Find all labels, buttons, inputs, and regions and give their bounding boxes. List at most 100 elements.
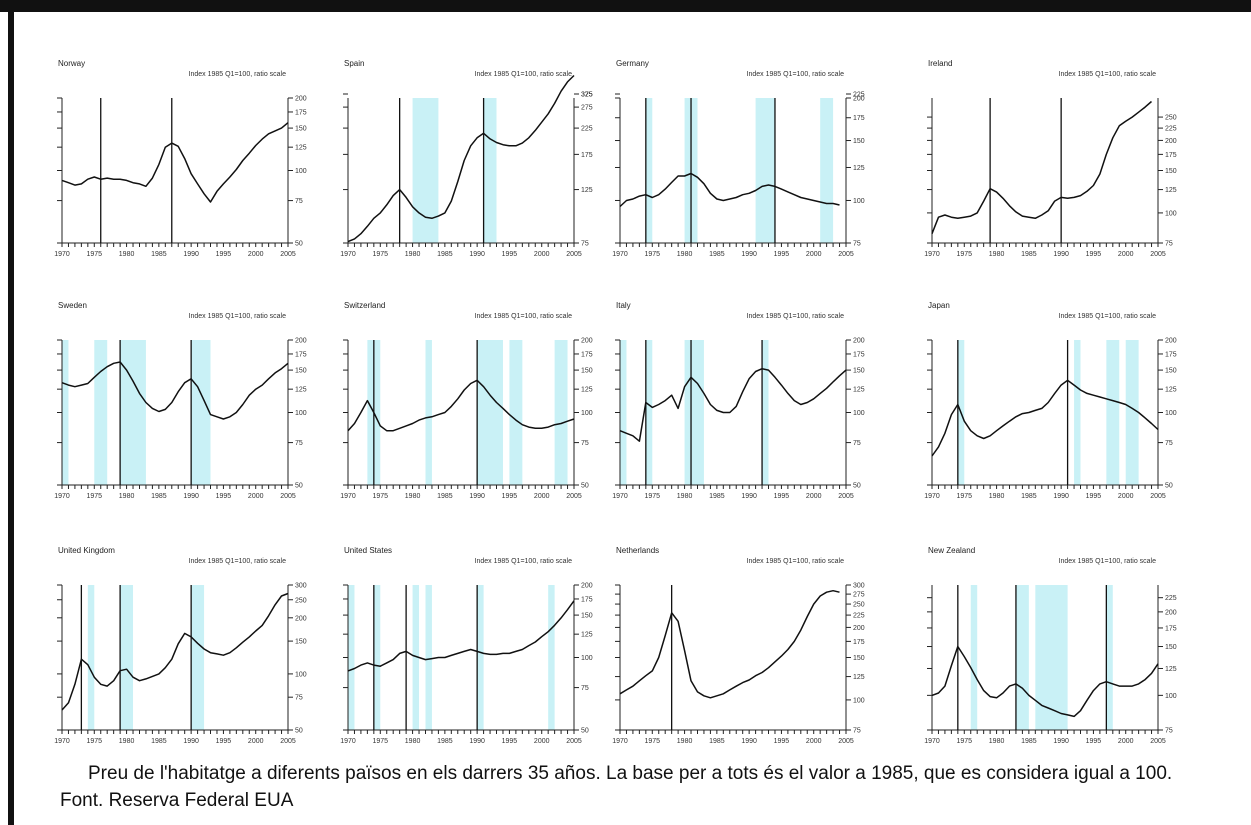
x-tick-label: 1980: [677, 738, 693, 745]
x-tick-label: 1985: [709, 738, 725, 745]
x-tick-label: 1990: [469, 493, 485, 500]
x-tick-label: 1985: [151, 738, 167, 745]
x-tick-label: 2000: [1118, 738, 1134, 745]
shaded-band: [1106, 340, 1120, 485]
y-tick-label: 75: [295, 440, 303, 447]
x-tick-label: 1990: [1053, 251, 1069, 258]
top-border: [0, 0, 1251, 12]
x-tick-label: 1970: [54, 251, 70, 258]
shaded-band: [425, 585, 432, 730]
x-tick-label: 2000: [534, 738, 550, 745]
shaded-band: [412, 585, 420, 730]
chart-subtitle: Index 1985 Q1=100, ratio scale: [189, 558, 287, 565]
x-tick-label: 1975: [86, 493, 102, 500]
y-tick-label: 225: [1165, 595, 1177, 602]
x-tick-label: 2000: [1118, 251, 1134, 258]
y-tick-label: 100: [1165, 410, 1177, 417]
shaded-band: [1106, 585, 1113, 730]
x-tick-label: 1985: [709, 493, 725, 500]
x-tick-label: 1975: [644, 493, 660, 500]
shaded-band: [1125, 340, 1139, 485]
x-tick-label: 1970: [924, 738, 940, 745]
y-tick-label: 75: [295, 695, 303, 702]
y-tick-label: 125: [295, 387, 307, 394]
y-tick-label: 325: [581, 92, 593, 99]
shaded-band: [62, 340, 69, 485]
shaded-band: [1074, 340, 1081, 485]
x-tick-label: 2005: [566, 738, 582, 745]
x-tick-label: 2000: [806, 251, 822, 258]
y-tick-label: 50: [295, 728, 303, 735]
y-tick-label: 75: [581, 685, 589, 692]
shaded-band: [509, 340, 523, 485]
y-tick-label: 150: [581, 613, 593, 620]
y-tick-label: 100: [581, 655, 593, 662]
shaded-band: [1015, 585, 1029, 730]
chart-subtitle: Index 1985 Q1=100, ratio scale: [747, 313, 845, 320]
x-tick-label: 1995: [1086, 493, 1102, 500]
chart-subtitle: Index 1985 Q1=100, ratio scale: [189, 313, 287, 320]
y-tick-label: 150: [1165, 644, 1177, 651]
x-tick-label: 1980: [405, 493, 421, 500]
x-tick-label: 1970: [612, 251, 628, 258]
x-tick-label: 2005: [280, 251, 296, 258]
shaded-band: [94, 340, 108, 485]
series-line: [347, 600, 575, 672]
y-tick-label: 300: [853, 583, 865, 590]
x-tick-label: 1975: [372, 738, 388, 745]
shaded-band: [645, 340, 653, 485]
x-tick-label: 2000: [1118, 493, 1134, 500]
x-tick-label: 1970: [340, 493, 356, 500]
chart-title: Ireland: [928, 59, 952, 68]
series-line: [619, 172, 840, 208]
x-tick-label: 1995: [216, 493, 232, 500]
chart-title: Switzerland: [344, 301, 385, 310]
shaded-band: [373, 585, 381, 730]
x-tick-label: 1980: [989, 493, 1005, 500]
y-tick-label: 100: [1165, 210, 1177, 217]
y-tick-label: 200: [1165, 609, 1177, 616]
x-tick-label: 1995: [216, 251, 232, 258]
x-tick-label: 1990: [1053, 738, 1069, 745]
x-tick-label: 1995: [774, 738, 790, 745]
y-tick-label: 125: [853, 674, 865, 681]
y-tick-label: 225: [581, 126, 593, 133]
y-tick-label: 150: [1165, 368, 1177, 375]
y-tick-label: 175: [853, 639, 865, 646]
x-tick-label: 1970: [612, 738, 628, 745]
chart-united-kingdom: 1970 1975 1980 1985 1990 1995 2000 2005 50 75 100 1…: [54, 546, 307, 745]
chart-title: Japan: [928, 301, 950, 310]
chart-title: New Zealand: [928, 546, 975, 555]
chart-italy: 1970 1975 1980 1985 1990 1995 2000 2005 50 75 100 1…: [612, 301, 865, 500]
x-tick-label: 1990: [183, 493, 199, 500]
shaded-band: [120, 585, 134, 730]
x-tick-label: 2000: [534, 493, 550, 500]
x-tick-label: 2000: [248, 251, 264, 258]
y-tick-label: 150: [581, 368, 593, 375]
x-tick-label: 1975: [372, 493, 388, 500]
chart-subtitle: Index 1985 Q1=100, ratio scale: [475, 558, 573, 565]
shaded-band: [412, 98, 439, 243]
shaded-band: [483, 98, 497, 243]
x-tick-label: 1980: [119, 251, 135, 258]
x-tick-label: 2005: [566, 251, 582, 258]
series-line: [619, 367, 847, 442]
y-tick-label: 150: [295, 368, 307, 375]
shaded-band: [554, 340, 568, 485]
y-tick-label: 125: [581, 187, 593, 194]
series-line: [61, 361, 289, 420]
y-tick-label: 100: [295, 671, 307, 678]
y-tick-label: 250: [1165, 115, 1177, 122]
shaded-band: [87, 585, 95, 730]
y-tick-label: 150: [295, 639, 307, 646]
x-tick-label: 2005: [280, 738, 296, 745]
x-tick-label: 1990: [469, 251, 485, 258]
x-tick-label: 1985: [1021, 738, 1037, 745]
chart-subtitle: Index 1985 Q1=100, ratio scale: [475, 71, 573, 78]
x-tick-label: 1980: [405, 251, 421, 258]
y-tick-label: 175: [581, 596, 593, 603]
x-tick-label: 1995: [502, 251, 518, 258]
y-tick-label: 50: [295, 483, 303, 490]
shaded-band: [755, 98, 775, 243]
